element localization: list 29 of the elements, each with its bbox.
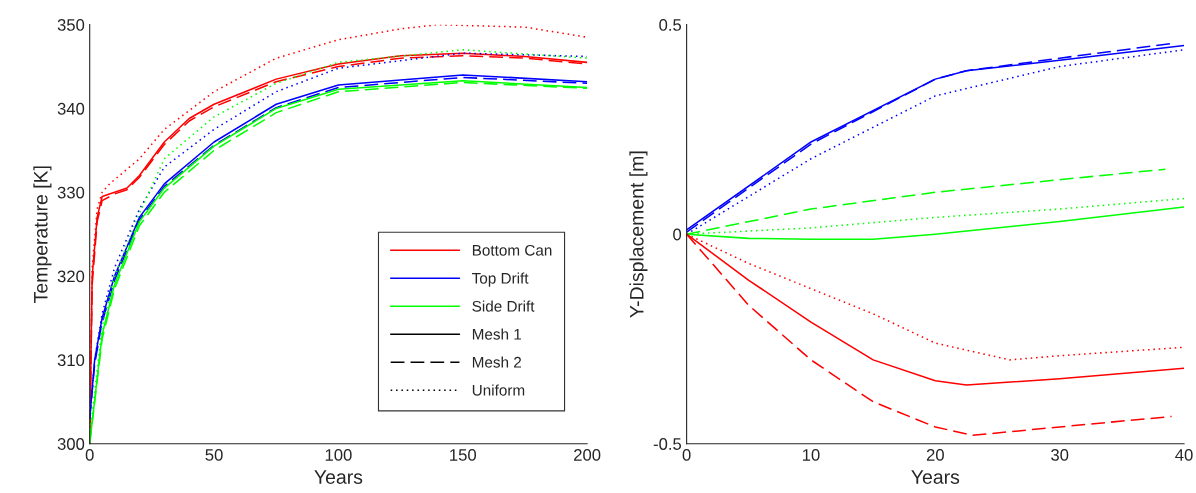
legend-label: Side Drift [472,300,535,312]
y-tick-label: 300 [57,438,85,450]
y-tick-label: 320 [57,270,85,283]
x-tick-label: 30 [1051,449,1069,461]
y-tick-label: 330 [57,186,85,199]
y-tick-label: 350 [57,19,85,31]
x-tick-label: 100 [325,449,352,461]
y-tick-label: 0 [673,228,682,241]
legend-label: Uniform [472,384,525,396]
x-tick-label: 0 [85,449,94,461]
y-axis-title: Temperature [K] [33,166,52,303]
y-tick-label: 310 [57,354,85,367]
y-tick-label: 340 [57,102,85,115]
x-tick-label: 40 [1175,449,1193,461]
y-axis-title: Y-Displacement [m] [629,151,648,318]
x-tick-label: 20 [926,449,944,461]
x-tick-label: 50 [205,449,223,461]
y-tick-label: 0.5 [659,19,682,31]
x-axis-title: Years [911,470,960,484]
x-tick-label: 10 [802,449,820,461]
x-tick-label: 0 [682,449,691,461]
legend-label: Top Drift [472,272,529,287]
x-axis-title: Years [314,470,363,484]
legend-label: Mesh 2 [472,356,522,368]
legend-label: Mesh 1 [472,328,522,340]
legend-label: Bottom Can [472,244,552,256]
y-tick-label: -0.5 [653,438,682,450]
x-tick-label: 200 [574,449,601,461]
x-tick-label: 150 [450,449,477,461]
